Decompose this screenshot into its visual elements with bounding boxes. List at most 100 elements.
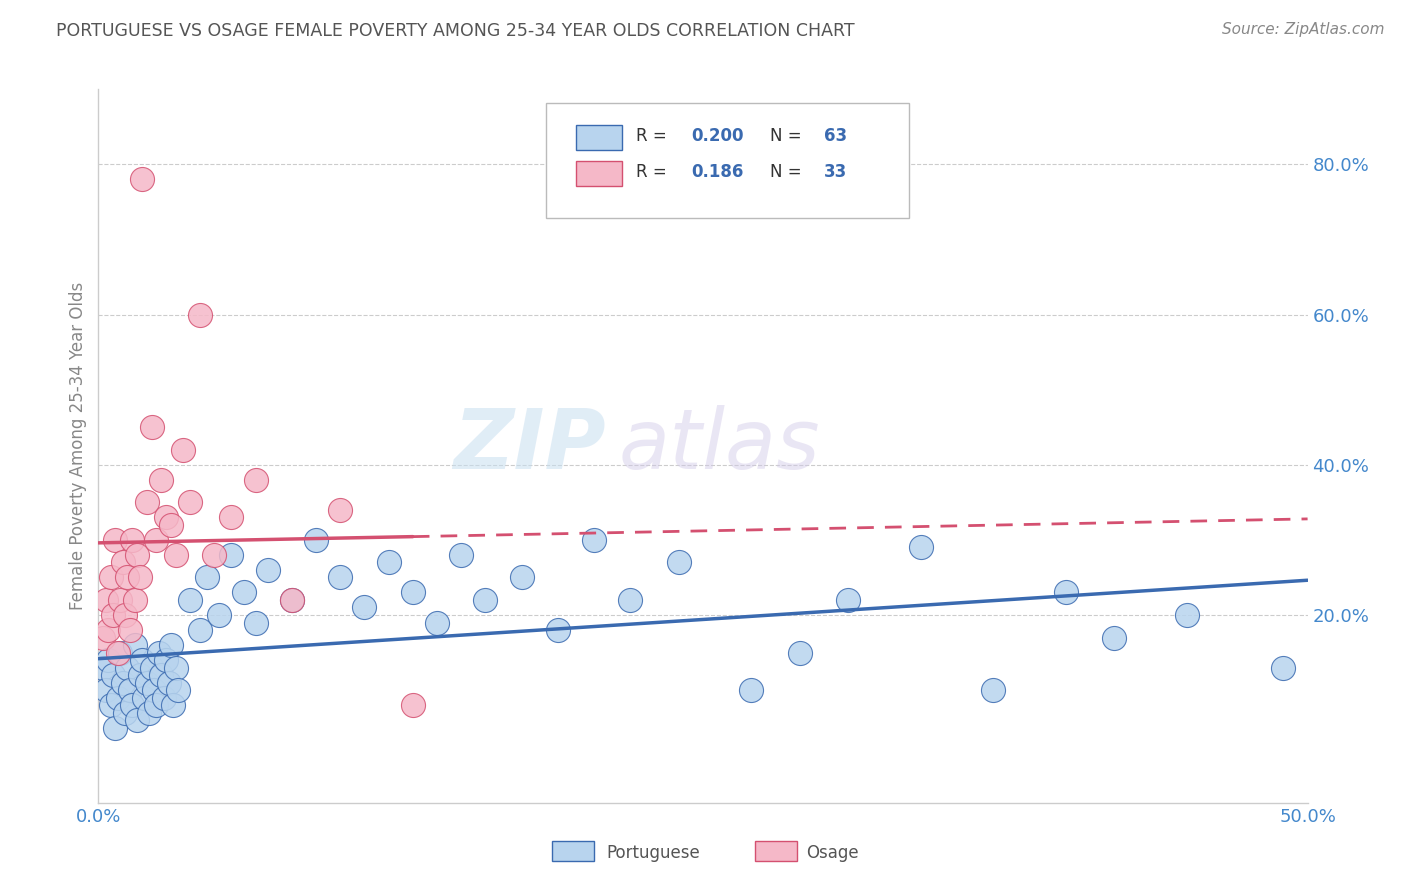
Text: 63: 63 <box>824 128 846 145</box>
Point <box>94 593 117 607</box>
Point <box>353 600 375 615</box>
Point <box>740 683 762 698</box>
Point <box>329 503 352 517</box>
Point <box>402 698 425 713</box>
Point <box>127 548 149 562</box>
FancyBboxPatch shape <box>576 125 621 150</box>
Point <box>402 585 425 599</box>
Point <box>135 675 157 690</box>
Point <box>91 660 114 674</box>
Point <box>111 556 134 570</box>
Point <box>256 563 278 577</box>
Point <box>450 548 472 562</box>
Point <box>160 517 183 532</box>
Point <box>1175 607 1198 622</box>
Text: Source: ZipAtlas.com: Source: ZipAtlas.com <box>1222 22 1385 37</box>
Point <box>114 706 136 720</box>
Point <box>305 533 328 547</box>
Point <box>141 660 163 674</box>
Text: ZIP: ZIP <box>454 406 606 486</box>
Point <box>107 646 129 660</box>
Text: PORTUGUESE VS OSAGE FEMALE POVERTY AMONG 25-34 YEAR OLDS CORRELATION CHART: PORTUGUESE VS OSAGE FEMALE POVERTY AMONG… <box>56 22 855 40</box>
Text: Portuguese: Portuguese <box>606 844 700 862</box>
Point <box>111 675 134 690</box>
Point <box>97 653 120 667</box>
Point <box>121 698 143 713</box>
Point <box>281 593 304 607</box>
Point <box>157 675 180 690</box>
FancyBboxPatch shape <box>546 103 908 218</box>
Point <box>150 473 173 487</box>
Point <box>1272 660 1295 674</box>
Point <box>1102 631 1125 645</box>
Point <box>474 593 496 607</box>
Point <box>127 713 149 727</box>
Text: N =: N = <box>769 128 807 145</box>
Y-axis label: Female Poverty Among 25-34 Year Olds: Female Poverty Among 25-34 Year Olds <box>69 282 87 610</box>
Point <box>245 473 267 487</box>
Point <box>981 683 1004 698</box>
Point <box>377 556 399 570</box>
Point <box>155 510 177 524</box>
FancyBboxPatch shape <box>755 841 797 862</box>
Point <box>138 706 160 720</box>
Point <box>114 607 136 622</box>
Point <box>150 668 173 682</box>
Point <box>329 570 352 584</box>
Point <box>107 690 129 705</box>
Text: atlas: atlas <box>619 406 820 486</box>
Point <box>1054 585 1077 599</box>
Point <box>94 683 117 698</box>
Point <box>108 646 131 660</box>
Point <box>118 683 141 698</box>
Text: 33: 33 <box>824 163 848 181</box>
Point <box>179 495 201 509</box>
Point <box>135 495 157 509</box>
Point <box>221 548 243 562</box>
Point <box>152 690 174 705</box>
FancyBboxPatch shape <box>551 841 595 862</box>
Point <box>910 541 932 555</box>
Point <box>145 698 167 713</box>
Point <box>131 653 153 667</box>
Text: R =: R = <box>637 163 672 181</box>
Point <box>188 623 211 637</box>
Point <box>148 646 170 660</box>
Point <box>204 548 226 562</box>
Point <box>281 593 304 607</box>
Point <box>104 533 127 547</box>
Text: 0.186: 0.186 <box>690 163 744 181</box>
Point <box>124 593 146 607</box>
Point <box>97 623 120 637</box>
Point <box>100 698 122 713</box>
Point <box>188 308 211 322</box>
Point <box>160 638 183 652</box>
Point <box>117 570 139 584</box>
Point <box>510 570 533 584</box>
Point <box>128 570 150 584</box>
Point <box>583 533 606 547</box>
Text: 0.200: 0.200 <box>690 128 744 145</box>
Point <box>547 623 569 637</box>
Point <box>101 668 124 682</box>
Point <box>245 615 267 630</box>
Point <box>167 683 190 698</box>
Point <box>128 668 150 682</box>
Point <box>195 570 218 584</box>
FancyBboxPatch shape <box>576 161 621 186</box>
Point <box>117 660 139 674</box>
Point <box>165 548 187 562</box>
Point <box>789 646 811 660</box>
Point <box>619 593 641 607</box>
Point <box>179 593 201 607</box>
Point <box>124 638 146 652</box>
Text: R =: R = <box>637 128 672 145</box>
Point <box>104 721 127 735</box>
Point <box>208 607 231 622</box>
Point <box>134 690 156 705</box>
Point <box>141 420 163 434</box>
Point <box>131 172 153 186</box>
Point <box>145 533 167 547</box>
Point <box>232 585 254 599</box>
Point <box>837 593 859 607</box>
